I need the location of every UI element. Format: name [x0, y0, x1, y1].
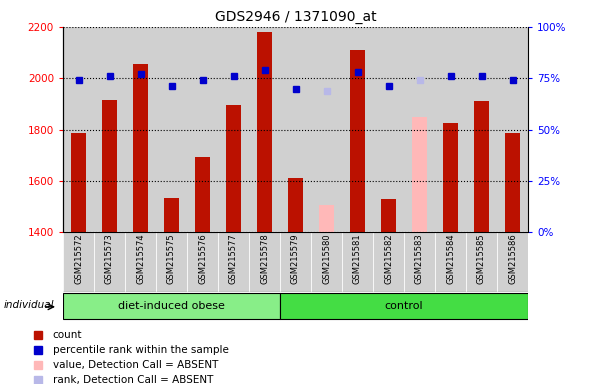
Bar — [505, 134, 520, 232]
Bar — [187, 27, 218, 232]
Bar — [63, 27, 94, 232]
Text: count: count — [53, 330, 82, 340]
FancyBboxPatch shape — [125, 232, 155, 292]
Bar — [71, 134, 86, 232]
Text: GSM215572: GSM215572 — [74, 233, 83, 284]
Title: GDS2946 / 1371090_at: GDS2946 / 1371090_at — [215, 10, 376, 25]
Bar — [435, 27, 466, 232]
Bar — [373, 27, 404, 232]
Text: GSM215581: GSM215581 — [353, 233, 362, 284]
Text: control: control — [385, 301, 424, 311]
Text: diet-induced obese: diet-induced obese — [118, 301, 225, 311]
Bar — [125, 27, 156, 232]
Bar — [102, 100, 117, 232]
Bar — [288, 179, 303, 232]
Text: value, Detection Call = ABSENT: value, Detection Call = ABSENT — [53, 360, 218, 370]
FancyBboxPatch shape — [404, 232, 434, 292]
Bar — [218, 27, 249, 232]
Text: GSM215579: GSM215579 — [291, 233, 300, 284]
FancyBboxPatch shape — [64, 232, 94, 292]
Text: GSM215577: GSM215577 — [229, 233, 238, 284]
Bar — [257, 32, 272, 232]
Text: GSM215575: GSM215575 — [167, 233, 176, 284]
Text: GSM215574: GSM215574 — [136, 233, 145, 284]
Text: rank, Detection Call = ABSENT: rank, Detection Call = ABSENT — [53, 375, 213, 384]
Bar — [350, 50, 365, 232]
FancyBboxPatch shape — [63, 293, 280, 319]
Bar — [412, 117, 427, 232]
Text: GSM215573: GSM215573 — [105, 233, 114, 284]
Bar — [226, 105, 241, 232]
Bar — [466, 27, 497, 232]
FancyBboxPatch shape — [497, 232, 527, 292]
Text: GSM215583: GSM215583 — [415, 233, 424, 284]
Text: GSM215576: GSM215576 — [198, 233, 207, 284]
Text: GSM215585: GSM215585 — [477, 233, 486, 284]
FancyBboxPatch shape — [311, 232, 341, 292]
Bar — [381, 199, 396, 232]
FancyBboxPatch shape — [280, 232, 311, 292]
FancyBboxPatch shape — [94, 232, 125, 292]
Bar — [319, 205, 334, 232]
Text: GSM215582: GSM215582 — [384, 233, 393, 284]
Bar — [280, 27, 311, 232]
Bar — [474, 101, 489, 232]
Bar — [133, 64, 148, 232]
Bar — [164, 198, 179, 232]
FancyBboxPatch shape — [280, 293, 528, 319]
FancyBboxPatch shape — [343, 232, 373, 292]
Bar — [443, 123, 458, 232]
Bar — [249, 27, 280, 232]
Bar — [94, 27, 125, 232]
FancyBboxPatch shape — [466, 232, 497, 292]
FancyBboxPatch shape — [373, 232, 404, 292]
Bar — [497, 27, 528, 232]
Bar — [404, 27, 435, 232]
FancyBboxPatch shape — [157, 232, 187, 292]
Text: GSM215584: GSM215584 — [446, 233, 455, 284]
Bar — [311, 27, 342, 232]
Text: GSM215586: GSM215586 — [508, 233, 517, 284]
Bar — [156, 27, 187, 232]
Text: percentile rank within the sample: percentile rank within the sample — [53, 345, 229, 355]
Text: GSM215580: GSM215580 — [322, 233, 331, 284]
Text: GSM215578: GSM215578 — [260, 233, 269, 284]
FancyBboxPatch shape — [218, 232, 248, 292]
Bar — [195, 157, 210, 232]
Bar — [342, 27, 373, 232]
Text: individual: individual — [3, 300, 53, 310]
FancyBboxPatch shape — [187, 232, 218, 292]
FancyBboxPatch shape — [436, 232, 466, 292]
FancyBboxPatch shape — [250, 232, 280, 292]
